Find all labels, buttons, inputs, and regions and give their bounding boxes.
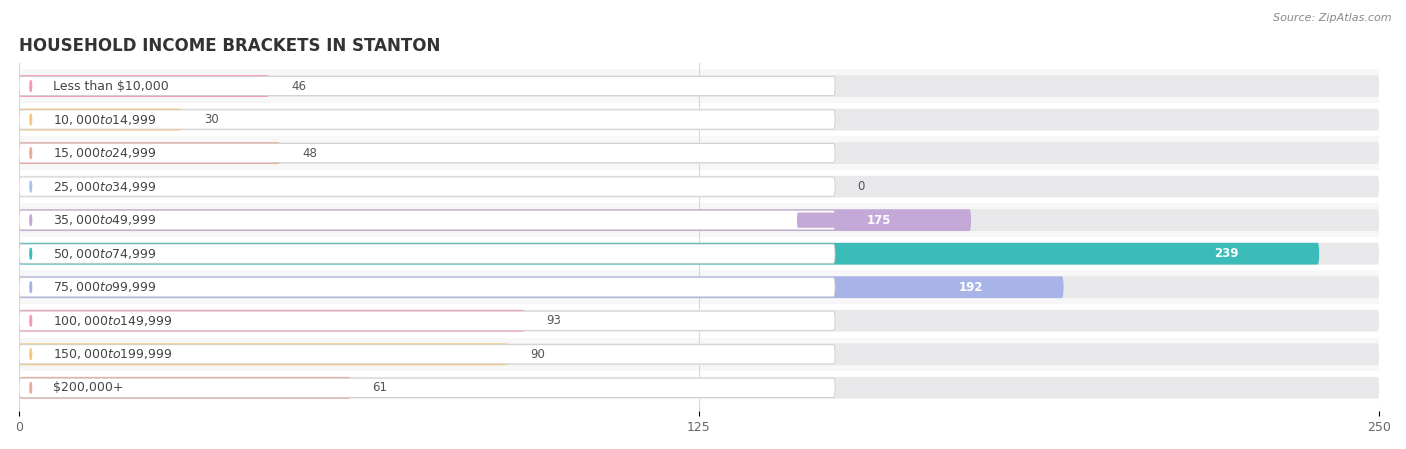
FancyBboxPatch shape: [20, 142, 1379, 164]
Bar: [20, 203, 1379, 237]
Circle shape: [30, 181, 31, 192]
Bar: [20, 170, 1379, 203]
Text: $150,000 to $199,999: $150,000 to $199,999: [53, 347, 173, 361]
Text: 192: 192: [959, 281, 983, 294]
FancyBboxPatch shape: [20, 176, 1379, 198]
Circle shape: [30, 114, 31, 125]
Bar: [20, 237, 1379, 270]
Text: 93: 93: [547, 314, 561, 327]
FancyBboxPatch shape: [20, 211, 835, 230]
Circle shape: [30, 383, 31, 393]
Bar: [20, 103, 1379, 136]
Text: 61: 61: [373, 381, 388, 394]
Circle shape: [30, 215, 31, 225]
FancyBboxPatch shape: [20, 310, 524, 332]
FancyBboxPatch shape: [20, 177, 835, 196]
Text: $200,000+: $200,000+: [53, 381, 124, 394]
FancyBboxPatch shape: [20, 277, 835, 297]
Text: 239: 239: [1215, 247, 1239, 260]
FancyBboxPatch shape: [20, 209, 972, 231]
Circle shape: [30, 349, 31, 360]
Text: Less than $10,000: Less than $10,000: [53, 79, 169, 92]
Text: $35,000 to $49,999: $35,000 to $49,999: [53, 213, 157, 227]
FancyBboxPatch shape: [20, 144, 835, 163]
Text: $50,000 to $74,999: $50,000 to $74,999: [53, 247, 157, 261]
Bar: [20, 136, 1379, 170]
Bar: [20, 338, 1379, 371]
Text: HOUSEHOLD INCOME BRACKETS IN STANTON: HOUSEHOLD INCOME BRACKETS IN STANTON: [20, 37, 440, 55]
FancyBboxPatch shape: [20, 142, 280, 164]
FancyBboxPatch shape: [20, 76, 835, 96]
FancyBboxPatch shape: [20, 311, 835, 330]
FancyBboxPatch shape: [20, 243, 1319, 264]
FancyBboxPatch shape: [20, 343, 509, 365]
Circle shape: [30, 148, 31, 158]
Circle shape: [30, 248, 31, 259]
Text: 0: 0: [856, 180, 865, 193]
FancyBboxPatch shape: [20, 378, 835, 397]
Text: 30: 30: [204, 113, 219, 126]
Bar: [20, 270, 1379, 304]
Text: 175: 175: [866, 214, 891, 227]
FancyBboxPatch shape: [20, 75, 1379, 97]
Bar: [20, 304, 1379, 338]
FancyBboxPatch shape: [20, 75, 270, 97]
FancyBboxPatch shape: [20, 109, 1379, 131]
FancyBboxPatch shape: [20, 343, 1379, 365]
Circle shape: [30, 315, 31, 326]
FancyBboxPatch shape: [20, 276, 1063, 298]
Text: $100,000 to $149,999: $100,000 to $149,999: [53, 314, 173, 328]
Bar: [20, 371, 1379, 405]
Text: $15,000 to $24,999: $15,000 to $24,999: [53, 146, 157, 160]
FancyBboxPatch shape: [20, 377, 1379, 399]
FancyBboxPatch shape: [20, 377, 352, 399]
FancyBboxPatch shape: [797, 212, 960, 228]
FancyBboxPatch shape: [20, 244, 835, 263]
FancyBboxPatch shape: [20, 109, 183, 131]
FancyBboxPatch shape: [20, 345, 835, 364]
Circle shape: [30, 282, 31, 293]
Text: 46: 46: [291, 79, 307, 92]
Text: 48: 48: [302, 146, 316, 159]
FancyBboxPatch shape: [890, 280, 1053, 295]
FancyBboxPatch shape: [20, 276, 1379, 298]
FancyBboxPatch shape: [20, 110, 835, 129]
Text: $10,000 to $14,999: $10,000 to $14,999: [53, 113, 157, 127]
FancyBboxPatch shape: [20, 243, 1379, 264]
Bar: [20, 69, 1379, 103]
Circle shape: [30, 81, 31, 92]
Text: $75,000 to $99,999: $75,000 to $99,999: [53, 280, 157, 294]
FancyBboxPatch shape: [20, 310, 1379, 332]
Text: $25,000 to $34,999: $25,000 to $34,999: [53, 180, 157, 194]
FancyBboxPatch shape: [1144, 246, 1309, 261]
Text: 90: 90: [530, 348, 546, 361]
FancyBboxPatch shape: [20, 209, 1379, 231]
Text: Source: ZipAtlas.com: Source: ZipAtlas.com: [1274, 13, 1392, 23]
